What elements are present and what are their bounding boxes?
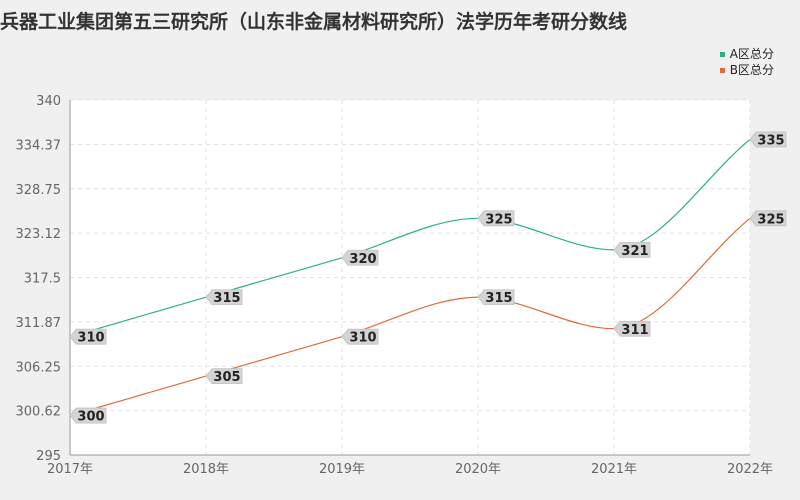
legend-item-series-b[interactable]: B区总分 (719, 62, 774, 78)
data-label: 325 (485, 212, 512, 227)
data-label: 311 (621, 323, 648, 338)
y-tick-label: 317.5 (24, 272, 61, 287)
data-label: 320 (349, 252, 376, 267)
data-label-box (613, 241, 651, 258)
data-label-box (69, 407, 107, 424)
y-tick-label: 328.75 (16, 183, 62, 198)
x-tick-label: 2018年 (183, 462, 229, 477)
data-label: 321 (621, 244, 648, 259)
y-tick-label: 300.62 (16, 405, 62, 420)
data-label: 315 (213, 291, 240, 306)
x-tick-label: 2021年 (591, 462, 637, 477)
y-tick-label: 323.12 (16, 227, 62, 242)
chart-title: 兵器工业集团第五三研究所（山东非金属材料研究所）法学历年考研分数线 (0, 11, 628, 33)
legend-swatch-series-a (719, 52, 725, 57)
x-tick-label: 2017年 (47, 462, 93, 477)
data-label: 310 (77, 331, 104, 346)
y-tick-label: 306.25 (16, 360, 62, 375)
y-tick-label: 340 (36, 94, 61, 109)
data-label-box (749, 210, 787, 227)
data-label: 305 (213, 370, 240, 385)
y-tick-label: 295 (36, 449, 61, 464)
y-tick-label: 334.37 (16, 138, 62, 153)
data-label: 300 (77, 410, 104, 425)
legend-label-series-a: A区总分 (729, 47, 774, 61)
data-label-box (205, 368, 243, 385)
x-tick-label: 2022年 (727, 462, 773, 477)
data-label-box (749, 131, 787, 148)
data-label-box (69, 328, 107, 345)
data-label-box (205, 289, 243, 306)
legend-swatch-series-b (719, 68, 725, 73)
x-tick-label: 2020年 (455, 462, 501, 477)
data-label-box (477, 210, 515, 227)
legend-label-series-b: B区总分 (729, 63, 774, 77)
data-label-box (341, 328, 379, 345)
data-label: 310 (349, 331, 376, 346)
y-tick-label: 311.87 (16, 316, 62, 331)
data-label-box (341, 249, 379, 266)
x-tick-label: 2019年 (319, 462, 365, 477)
data-label-box (477, 289, 515, 306)
data-label: 315 (485, 291, 512, 306)
legend-item-series-a[interactable]: A区总分 (719, 46, 774, 62)
data-label: 335 (757, 133, 784, 148)
legend: A区总分 B区总分 (719, 46, 774, 78)
data-label-box (613, 320, 651, 337)
data-label: 325 (757, 212, 784, 227)
